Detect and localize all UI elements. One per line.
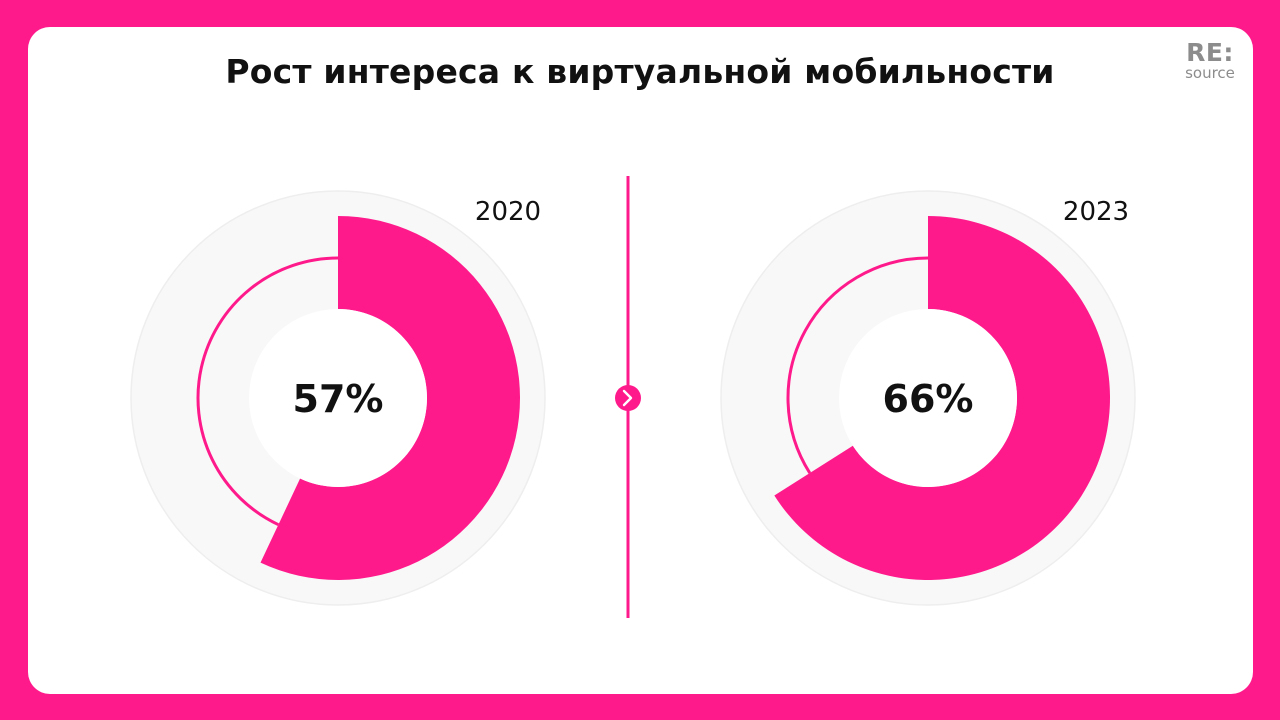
logo-mark: RE: <box>1186 38 1234 67</box>
donut-chart-2020: 57% 2020 <box>130 190 546 606</box>
logo-subtitle: source <box>1185 64 1235 82</box>
chevron-right-icon <box>615 385 641 411</box>
donut-remainder-arc <box>786 256 929 474</box>
divider <box>615 176 641 618</box>
donut-value-label: 57% <box>293 377 384 421</box>
donut-remainder-arc <box>196 256 339 527</box>
page-title: Рост интереса к виртуальной мобильности <box>225 52 1055 91</box>
donut-value-segment <box>774 216 1110 581</box>
donut-year-label: 2020 <box>475 197 541 227</box>
donut-value-label: 66% <box>883 377 974 421</box>
donut-chart-2023: 66% 2023 <box>720 190 1136 606</box>
donut-hole <box>249 309 427 487</box>
donut-year-label: 2023 <box>1063 197 1129 227</box>
donut-hole <box>839 309 1017 487</box>
donut-value-segment <box>260 216 520 580</box>
brand-logo: RE: source <box>1168 40 1252 81</box>
